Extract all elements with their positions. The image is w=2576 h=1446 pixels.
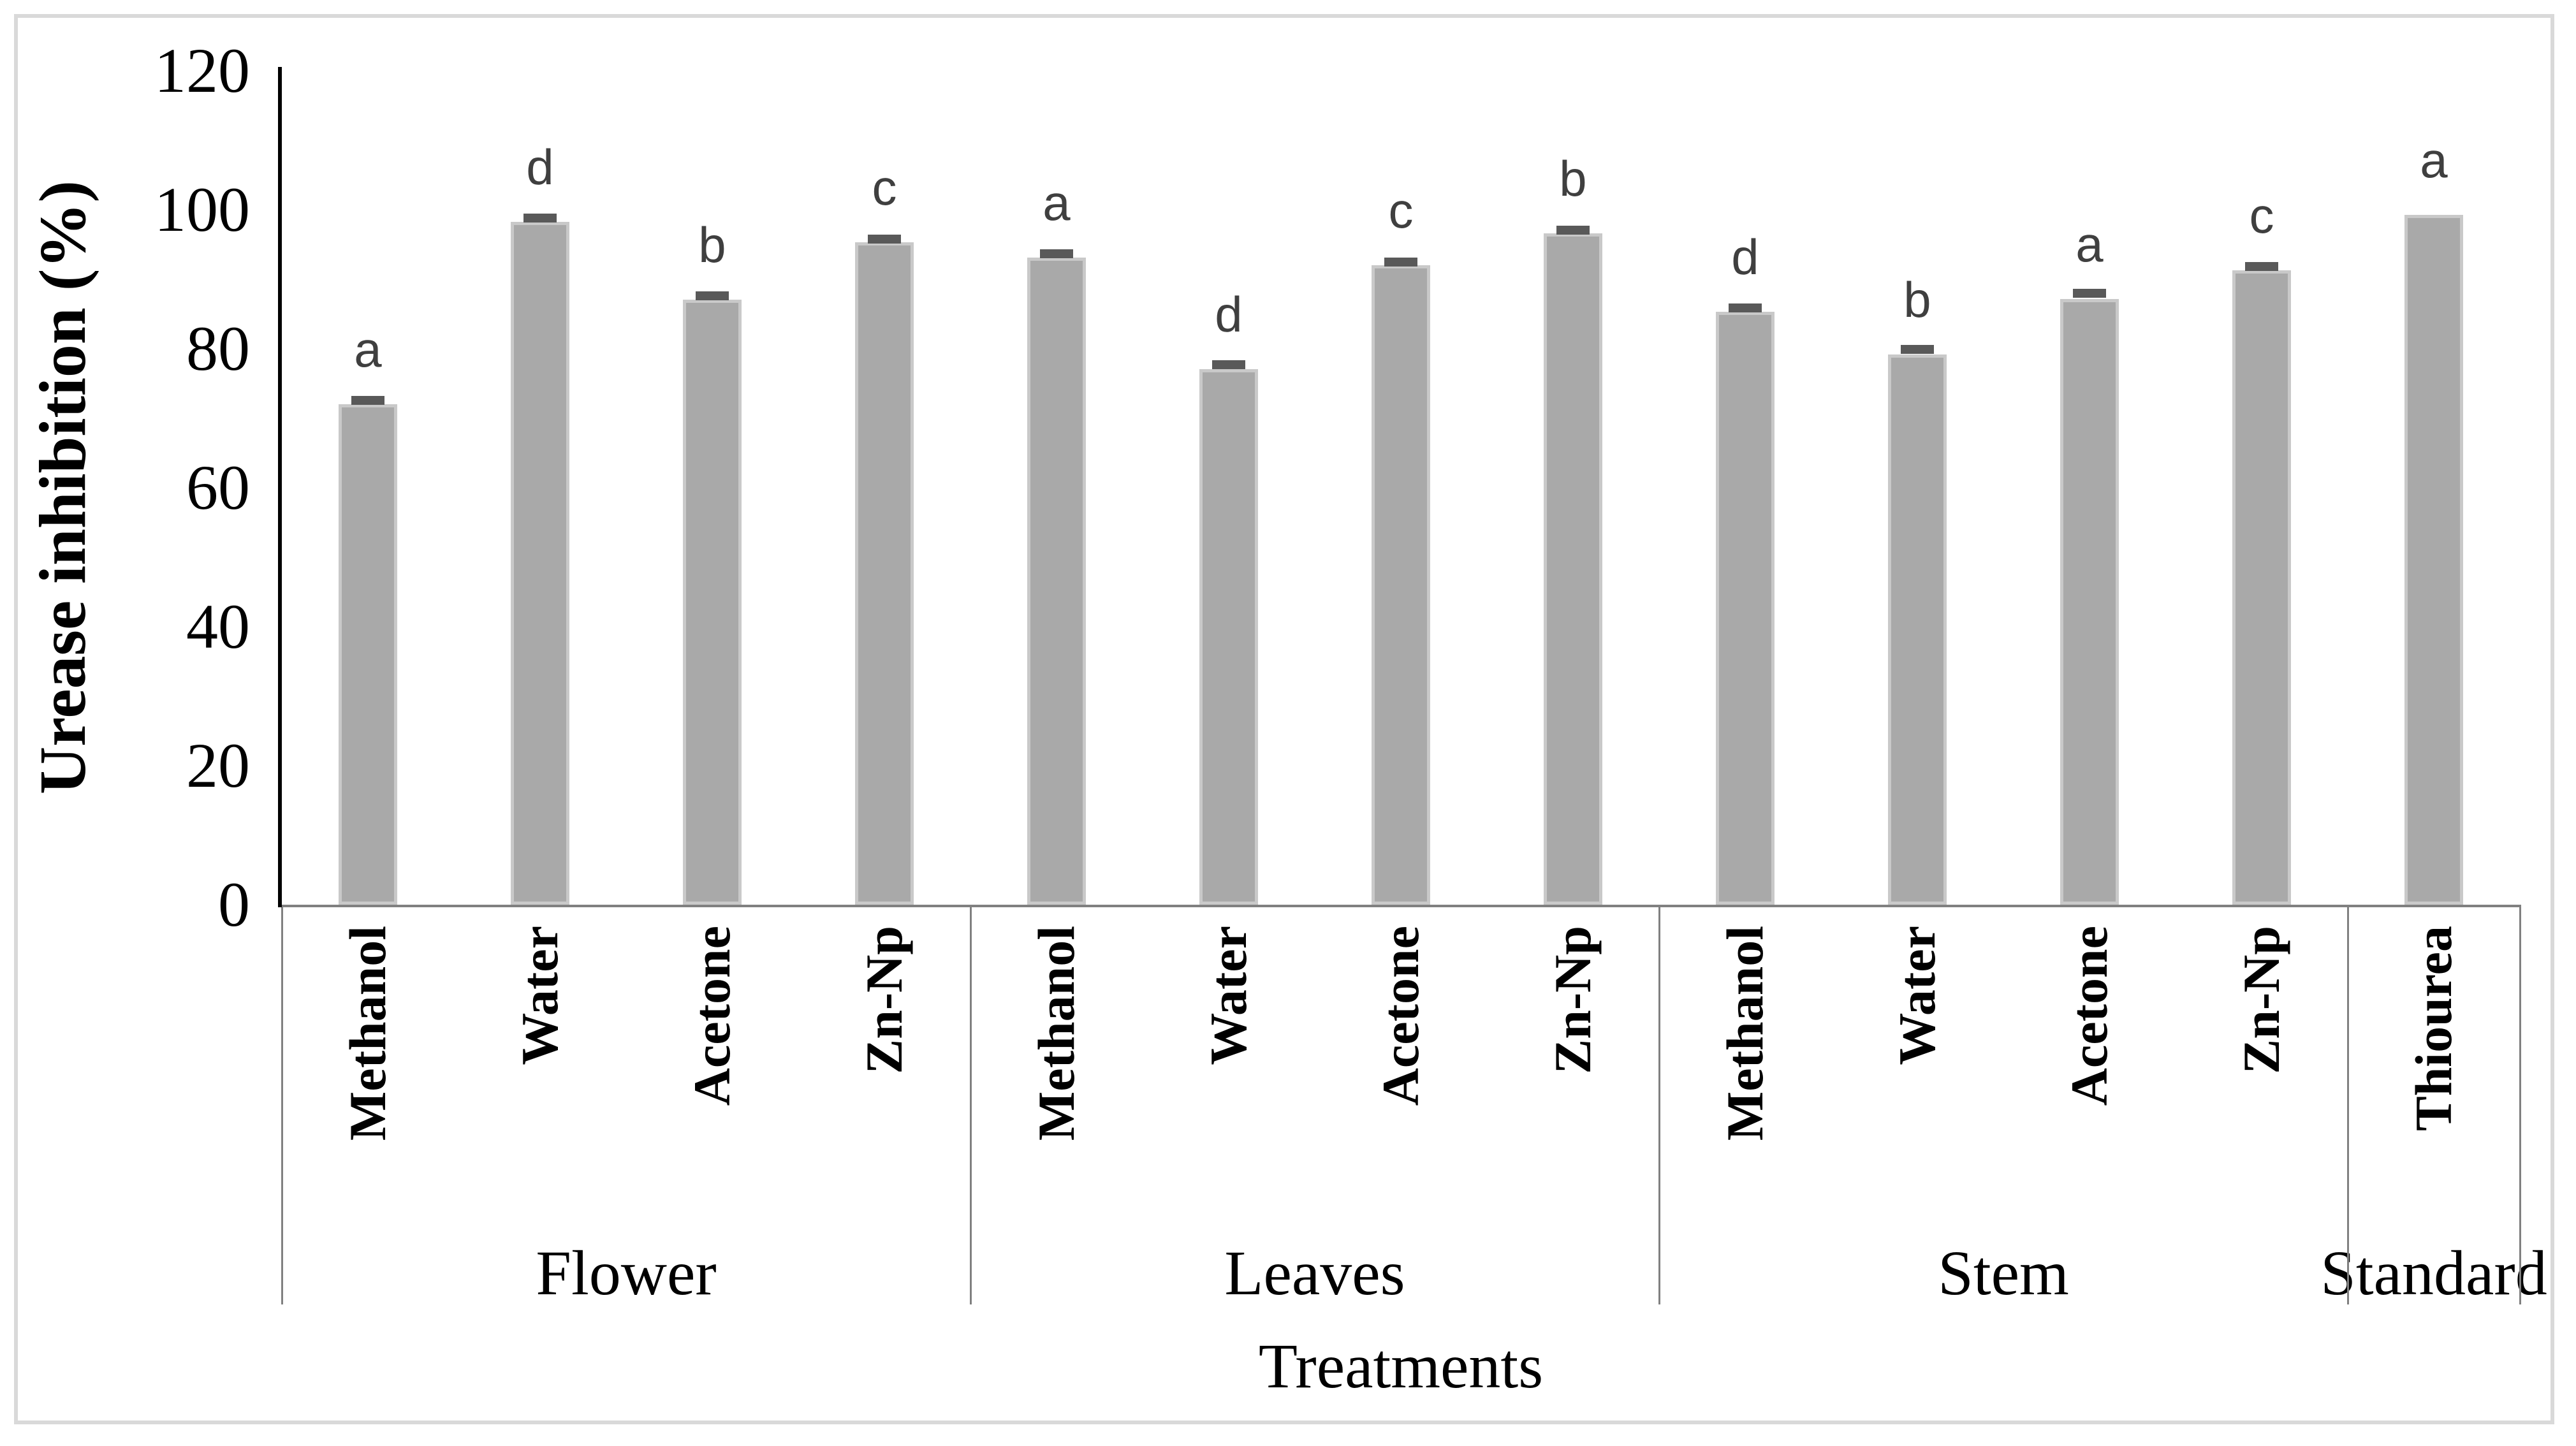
bar <box>1199 369 1258 905</box>
group-label: Leaves <box>1224 1237 1405 1308</box>
bar <box>2232 270 2291 905</box>
category-label-text: Water <box>511 926 569 1065</box>
category-label-text: Acetone <box>683 926 741 1106</box>
group-label: Standard <box>2320 1237 2547 1308</box>
bar <box>855 242 914 905</box>
bar <box>1372 265 1430 905</box>
category-label-text: Zn-Np <box>1544 926 1602 1074</box>
significance-letter: a <box>354 321 382 378</box>
bar <box>1888 354 1947 905</box>
bar <box>2060 298 2119 905</box>
significance-letter: c <box>2249 187 2274 244</box>
significance-letter: b <box>698 216 726 273</box>
error-bar-cap <box>1384 257 1417 267</box>
significance-letter: d <box>1731 229 1759 286</box>
bar <box>1027 258 1086 905</box>
group-separator <box>969 905 972 1304</box>
significance-letter: b <box>1559 150 1587 207</box>
bar <box>511 221 569 905</box>
category-label-text: Methanol <box>1027 926 1085 1141</box>
group-label: Flower <box>536 1237 717 1308</box>
bar <box>339 404 397 905</box>
figure-border <box>14 14 2554 1424</box>
category-label-text: Acetone <box>2060 926 2118 1106</box>
y-tick-label: 20 <box>186 730 250 801</box>
error-bar-cap <box>1556 225 1590 235</box>
y-tick-label: 0 <box>218 869 250 940</box>
significance-letter: a <box>2075 215 2104 272</box>
error-bar-cap <box>2073 288 2106 298</box>
category-label-text: Acetone <box>1372 926 1430 1106</box>
error-bar-cap <box>2245 262 2278 272</box>
category-label-text: Thiourea <box>2404 926 2463 1131</box>
significance-letter: c <box>872 159 897 216</box>
bar <box>683 299 742 905</box>
group-separator <box>2346 905 2349 1304</box>
significance-letter: a <box>2420 131 2448 188</box>
bar <box>1544 233 1602 905</box>
group-separator <box>2519 905 2521 1304</box>
bar <box>2404 214 2463 905</box>
bar <box>1716 312 1775 905</box>
y-tick-label: 60 <box>186 452 250 523</box>
category-label-text: Methanol <box>339 926 397 1141</box>
error-bar-cap <box>351 395 384 405</box>
error-bar-cap <box>696 291 729 301</box>
category-label-text: Water <box>1888 926 1946 1065</box>
significance-letter: d <box>1215 286 1243 342</box>
significance-letter: d <box>526 138 554 195</box>
x-axis-title-text: Treatments <box>1258 1331 1544 1401</box>
y-tick-label: 80 <box>186 313 250 384</box>
category-label-text: Methanol <box>1716 926 1774 1141</box>
error-bar-cap <box>1040 249 1073 258</box>
error-bar-cap <box>1729 303 1762 312</box>
error-bar-cap <box>868 234 901 244</box>
error-bar-cap <box>523 214 557 223</box>
group-separator <box>1658 905 1660 1304</box>
category-label-text: Water <box>1199 926 1257 1065</box>
significance-letter: c <box>1388 182 1414 239</box>
group-label: Stem <box>1938 1237 2069 1308</box>
error-bar-cap <box>1901 345 1934 354</box>
group-separator <box>281 905 283 1304</box>
x-axis-title: Treatments <box>282 1329 2520 1403</box>
category-label-text: Zn-Np <box>2232 926 2290 1074</box>
y-tick-label: 120 <box>154 35 250 106</box>
significance-letter: b <box>1903 271 1931 328</box>
y-axis-line <box>278 67 282 907</box>
significance-letter: a <box>1043 175 1071 231</box>
category-label-text: Zn-Np <box>855 926 913 1074</box>
y-tick-label: 100 <box>154 174 250 245</box>
x-axis-line <box>278 905 2520 907</box>
y-tick-label: 40 <box>186 591 250 662</box>
error-bar-cap <box>1212 360 1245 370</box>
